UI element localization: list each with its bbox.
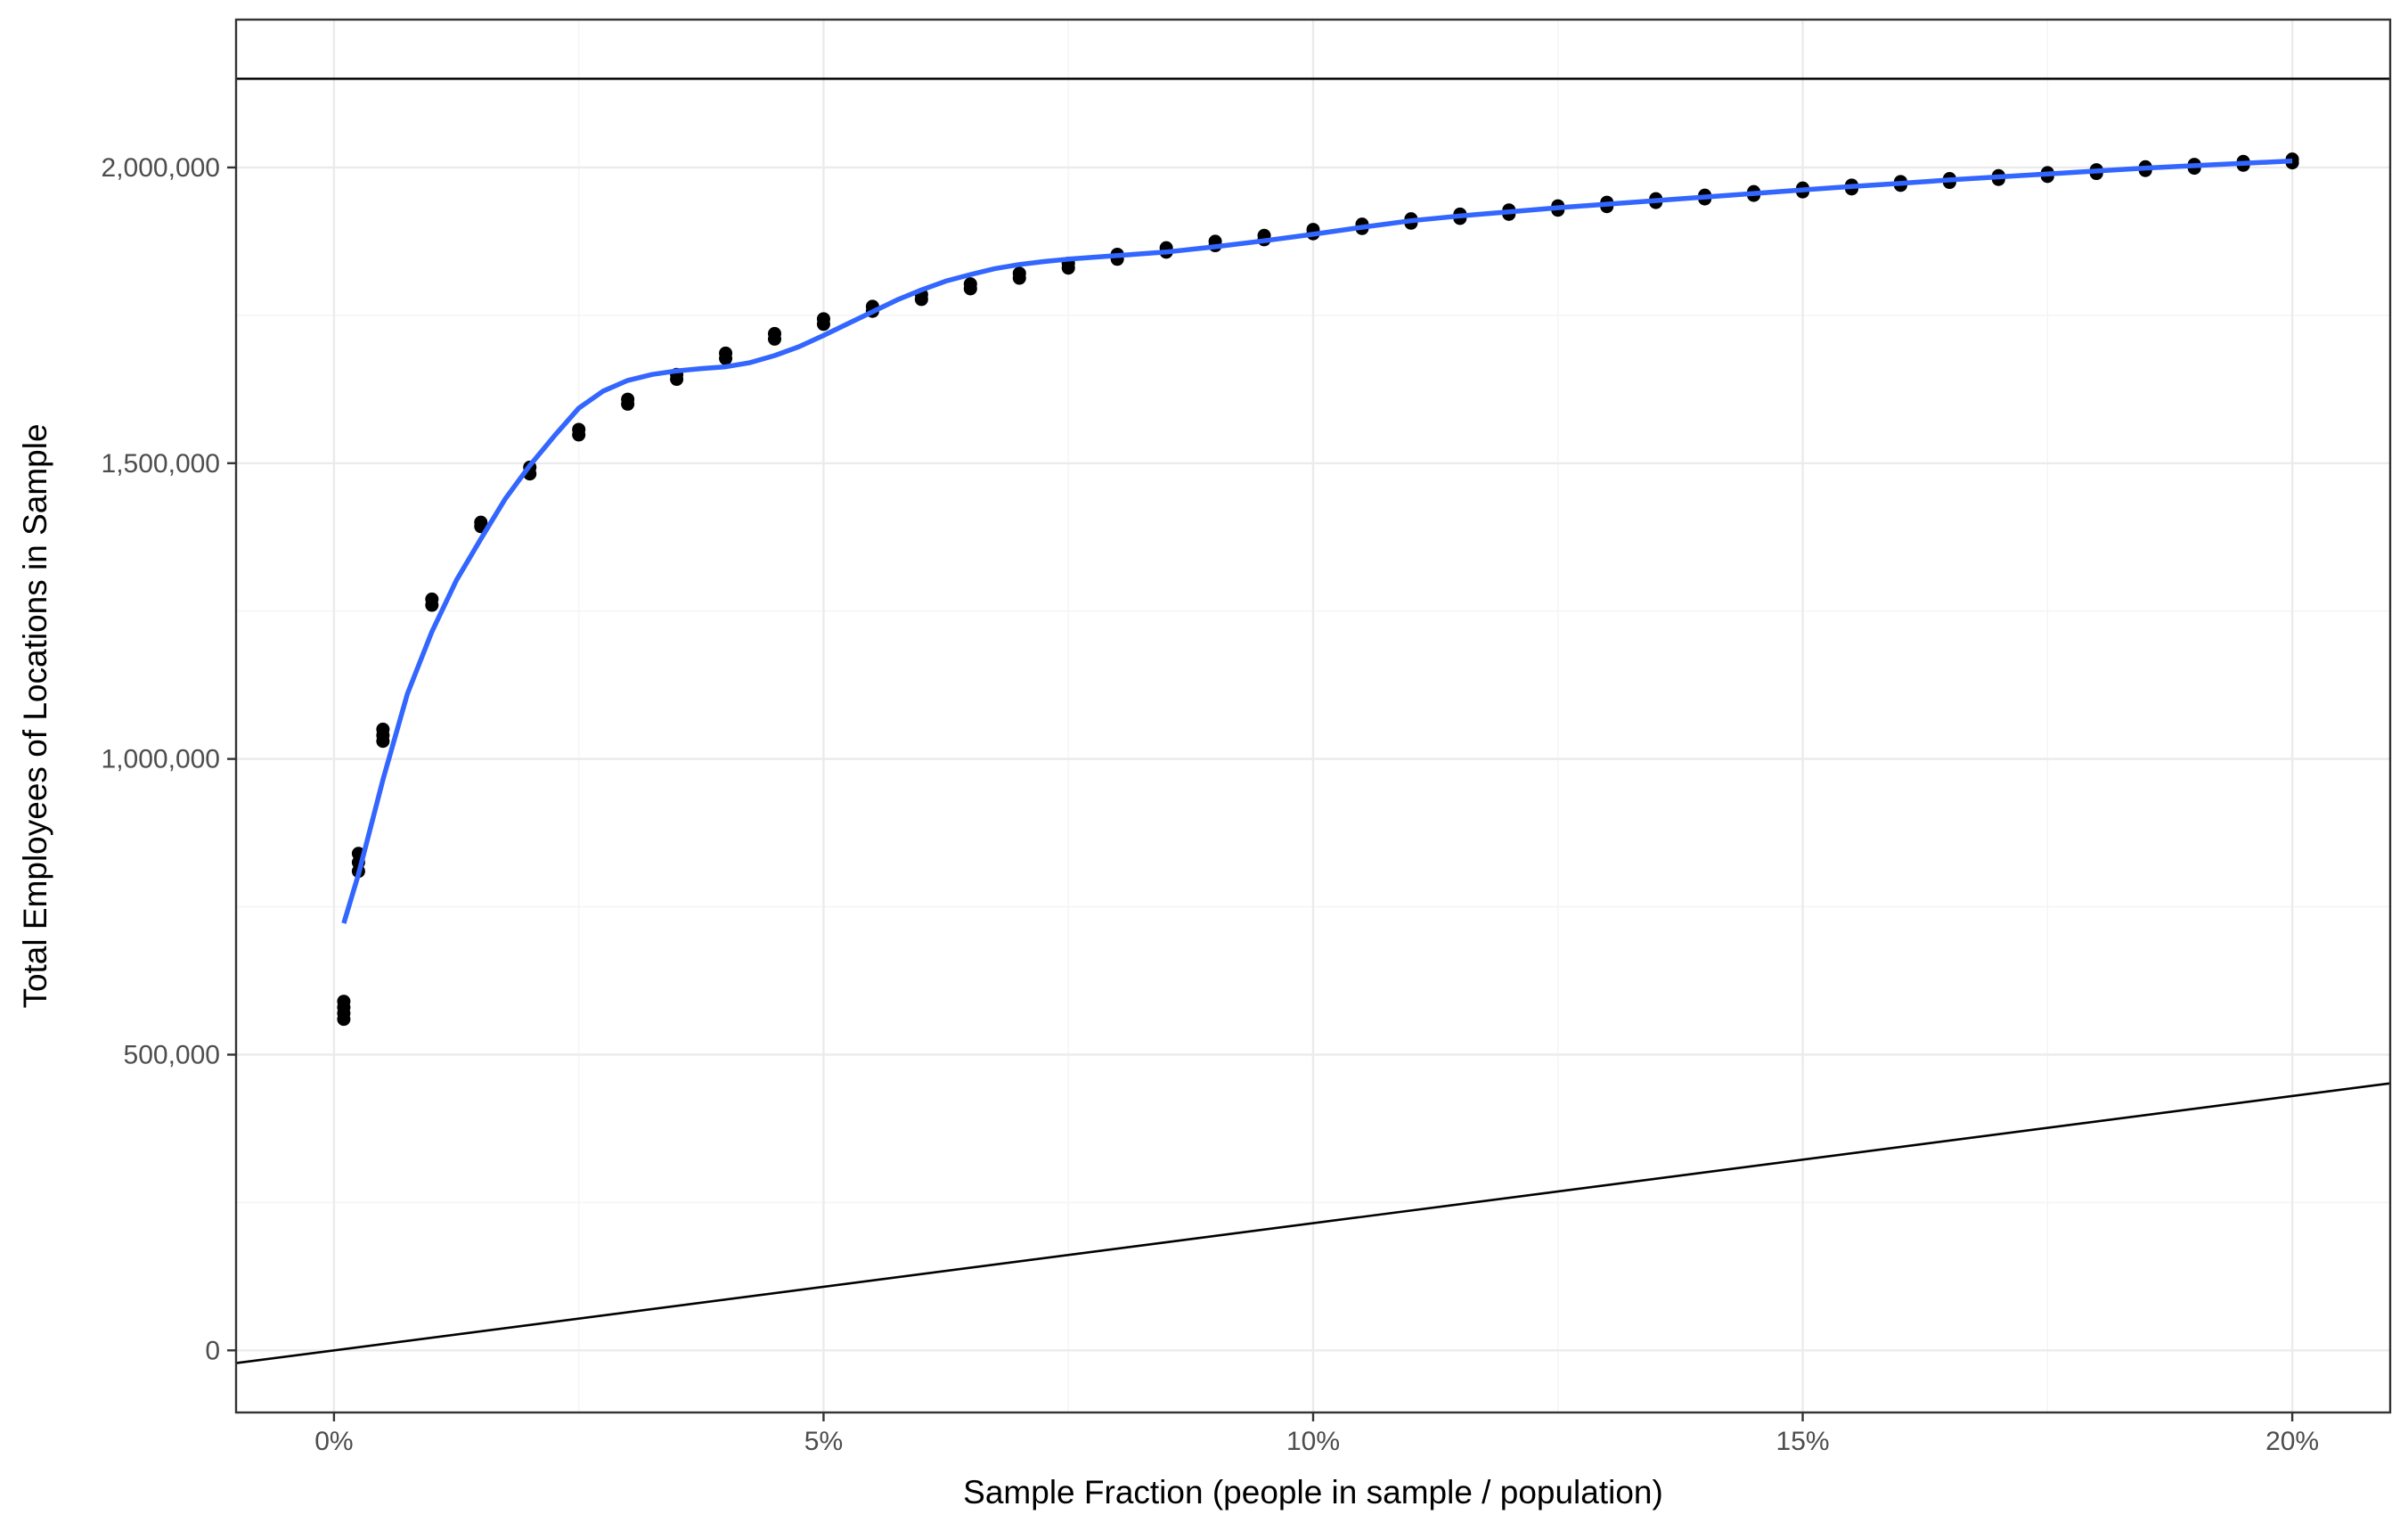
x-tick-label: 15% [1776,1427,1830,1456]
x-axis-ticks: 0% 5% 10% 15% 20% [314,1412,2319,1456]
data-point [474,515,488,529]
data-point [621,392,635,406]
data-point [572,422,586,437]
data-point [376,722,390,736]
data-point [1012,266,1026,281]
y-axis-title: Total Employees of Locations in Sample [17,423,53,1008]
smooth-curve [341,158,2293,924]
abline-reference [236,1082,2390,1364]
data-point [816,312,830,326]
x-axis-title: Sample Fraction (people in sample / popu… [963,1474,1663,1511]
major-gridlines [236,20,2390,1412]
y-tick-label: 0 [205,1336,220,1365]
y-tick-label: 1,500,000 [102,449,220,479]
data-point [337,995,351,1009]
x-tick-label: 20% [2265,1427,2319,1456]
x-tick-label: 0% [314,1427,353,1456]
y-axis-ticks: 0 500,000 1,000,000 1,500,000 2,000,000 [102,153,236,1365]
x-tick-label: 5% [804,1427,843,1456]
smooth-line [341,158,2293,924]
data-point [963,277,977,291]
y-tick-label: 500,000 [124,1040,220,1069]
data-point [768,326,781,340]
y-tick-label: 1,000,000 [102,745,220,774]
y-tick-label: 2,000,000 [102,153,220,183]
x-tick-label: 10% [1286,1427,1340,1456]
data-point [425,592,439,606]
data-point [719,346,733,360]
reference-lines [236,78,2390,1364]
